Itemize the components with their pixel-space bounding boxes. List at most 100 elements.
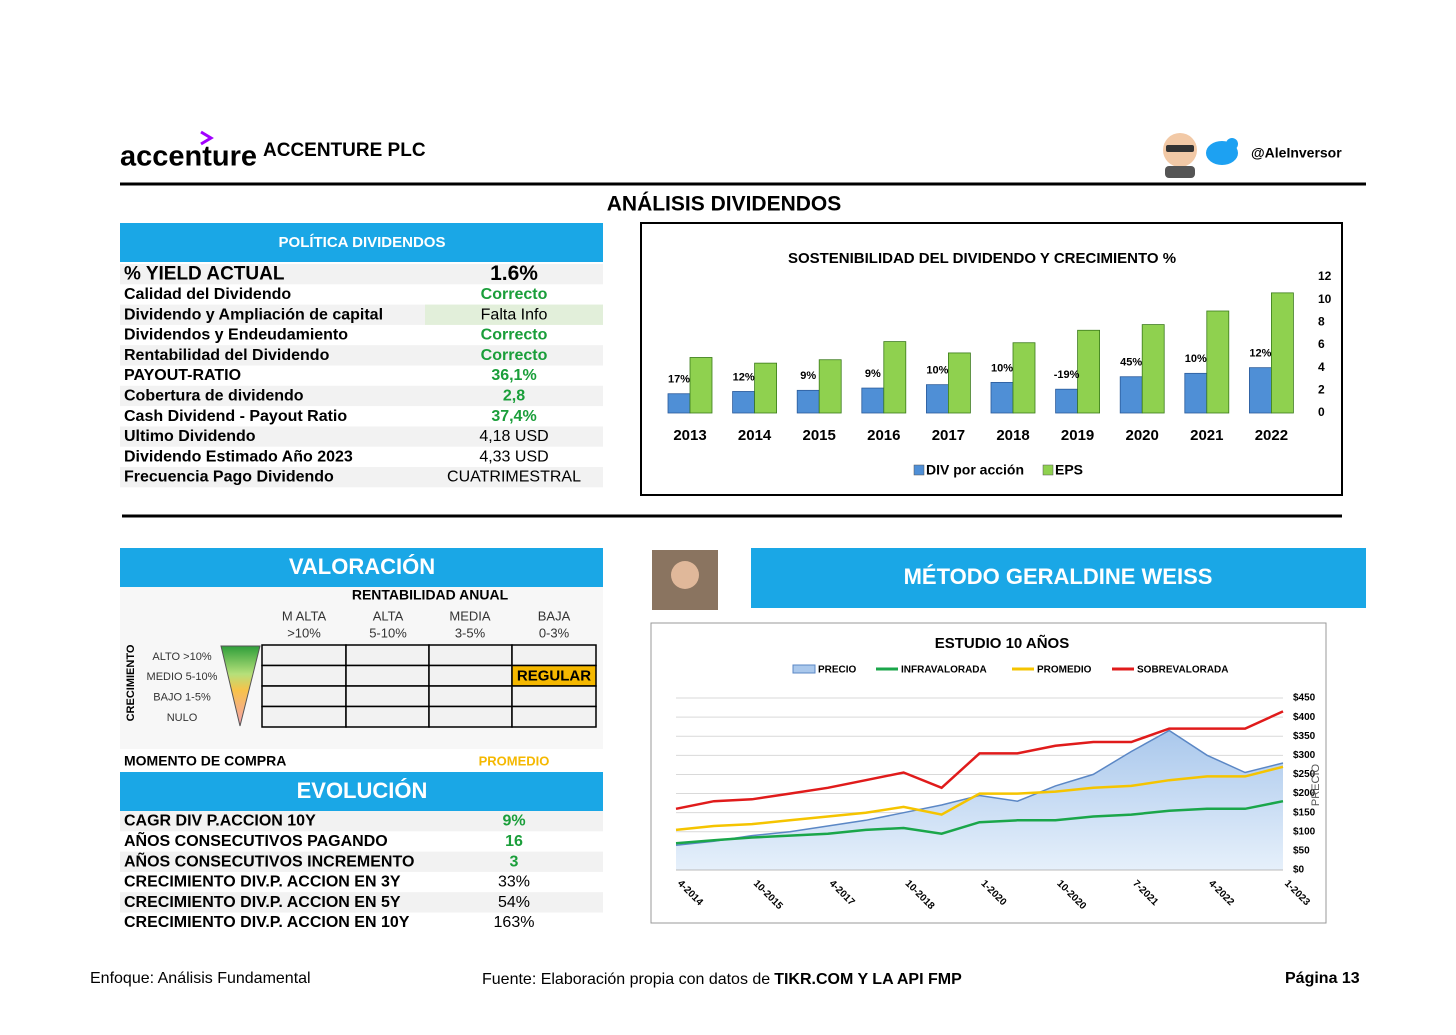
legend-label: PROMEDIO [1037,665,1092,676]
y-tick-label: 8 [1318,315,1325,329]
column-range: >10% [287,625,321,640]
footer-left: Enfoque: Análisis Fundamental [90,970,311,987]
grid-cell [261,705,347,728]
row-bg [120,264,603,285]
y-tick-label: $300 [1293,750,1316,761]
table-header [120,223,603,262]
y-tick-label: $400 [1293,712,1316,723]
row-label: ALTO >10% [152,651,211,663]
x-tick-label: 2020 [1126,427,1159,444]
row-value: CUATRIMESTRAL [447,469,581,486]
growth-label: 17% [668,374,690,386]
x-tick-label: 2021 [1190,427,1223,444]
bar [1184,372,1208,414]
y-tick-label: $50 [1293,846,1310,857]
bar [883,341,907,414]
bar [1012,342,1036,414]
row-value: Correcto [481,347,548,364]
section-header [751,548,1366,608]
y-tick-label: $250 [1293,769,1316,780]
series-line [675,765,1284,832]
y-tick-label: 12 [1318,269,1332,283]
bar [1206,310,1230,414]
row-value: 4,18 USD [479,428,548,445]
column-name: MEDIA [449,608,491,623]
section-title: MÉTODO GERALDINE WEISS [904,564,1213,589]
bar [1271,292,1294,414]
growth-label: 9% [800,370,816,382]
column-range: 3-5% [455,625,486,640]
x-tick-label: 2017 [932,427,965,444]
column-name: BAJA [538,608,571,623]
row-label: Calidad del Dividendo [124,286,291,303]
photo-face [671,561,699,589]
growth-label: -19% [1054,369,1080,381]
row-label: Rentabilidad del Dividendo [124,347,330,364]
row-label: Ultimo Dividendo [124,428,256,445]
bar [861,387,885,414]
row-value: 9% [502,813,525,830]
buy-label: MOMENTO DE COMPRA [124,753,286,769]
section-header [120,548,603,587]
row-value: 36,1% [491,367,536,384]
bar [667,393,691,414]
y-tick-label: $350 [1293,731,1316,742]
row-label: PAYOUT-RATIO [124,367,241,384]
chart-title: SOSTENIBILIDAD DEL DIVIDENDO Y CRECIMIEN… [788,250,1176,267]
bar [689,357,713,414]
row-bg [120,851,603,872]
grid-cell [428,705,513,728]
column-name: M ALTA [282,608,327,623]
column-name: ALTA [373,608,404,623]
row-label: AÑOS CONSECUTIVOS INCREMENTO [124,850,414,870]
grid-cell [261,644,347,667]
row-bg [120,345,603,366]
row-label: MEDIO 5-10% [147,671,218,683]
axis-label: PRECIO [1310,763,1322,806]
bar [818,359,842,414]
growth-label: 12% [733,371,755,383]
growth-label: 45% [1120,357,1142,369]
y-tick-label: 10 [1318,292,1332,306]
row-value: 54% [498,894,530,911]
grid-cell [345,705,430,728]
cell-bg [425,304,603,325]
table-title: POLÍTICA DIVIDENDOS [279,234,446,251]
row-label: CAGR DIV P.ACCION 10Y [124,813,316,830]
growth-label: 10% [1185,353,1207,365]
legend-swatch [792,664,816,674]
y-tick-label: $100 [1293,826,1316,837]
footer-source: Fuente: Elaboración propia con datos de [482,971,770,988]
section-title: EVOLUCIÓN [297,778,428,803]
grid-cell [511,685,597,708]
y-tick-label: 4 [1318,360,1325,374]
row-label: NULO [167,712,198,724]
x-tick-label: 2013 [673,427,706,444]
row-value: Correcto [481,327,548,344]
x-tick-label: 2014 [738,427,772,444]
row-label: CRECIMIENTO DIV.P. ACCION EN 3Y [124,874,401,891]
grid-cell [511,705,597,728]
row-label: Frecuencia Pago Dividendo [124,469,334,486]
bar [796,389,820,414]
bar [990,381,1014,414]
bar [754,362,777,414]
row-bg [120,892,603,913]
bar [1119,376,1143,414]
series-line [675,710,1284,811]
grid-cell [345,664,430,687]
bar [732,391,755,414]
y-tick-label: 0 [1318,405,1325,419]
row-label: Dividendo Estimado Año 2023 [124,448,353,465]
twitter-icon [1206,138,1238,165]
row-value: 16 [505,833,523,850]
row-label: % YIELD ACTUAL [124,264,285,285]
y-tick-label: $0 [1293,865,1305,876]
footer-source-bold: TIKR.COM Y LA API FMP [774,971,962,988]
buy-value: PROMEDIO [479,753,550,768]
legend-label: DIV por acción [926,462,1024,478]
grid-result: REGULAR [517,668,591,685]
row-bg [120,751,603,771]
